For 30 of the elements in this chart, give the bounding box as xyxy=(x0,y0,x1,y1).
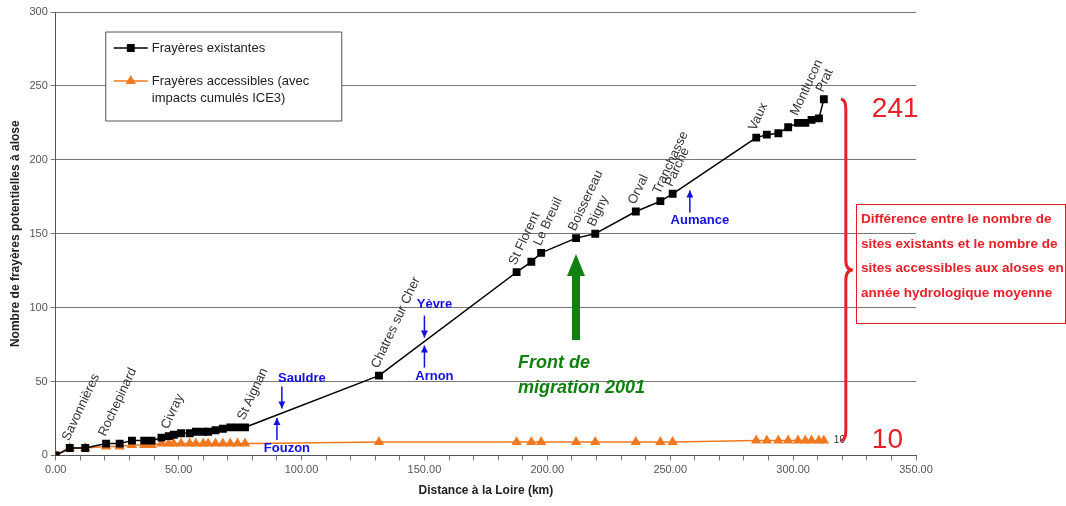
annotation: Arnon xyxy=(415,367,454,383)
y-tick-label: 100 xyxy=(29,300,48,313)
y-tick-label: 0 xyxy=(41,448,48,461)
annotation: Fouzon xyxy=(263,440,311,456)
x-tick-label: 350.00 xyxy=(899,463,933,476)
data-label: Orval xyxy=(624,171,651,207)
annotation: Front de migration 2001 xyxy=(518,351,647,399)
y-tick-label: 200 xyxy=(29,152,48,165)
x-tick-label: 300.00 xyxy=(776,463,810,476)
x-tick-label: 200.00 xyxy=(530,463,565,476)
annotation: 10 xyxy=(871,423,903,455)
y-tick-label: 50 xyxy=(35,374,48,387)
data-label: Vaux xyxy=(744,99,771,133)
y-tick-label: 250 xyxy=(29,78,48,91)
annotation: Différence entre le nombre de sites existants et le nombre de sites accessibles aux aloses en année hydrologique moyenne xyxy=(856,204,1066,324)
x-tick-label: 0.00 xyxy=(45,463,67,476)
annotation: Sauldre xyxy=(278,369,326,385)
annotation: Aumance xyxy=(670,212,730,228)
y-tick-label: 150 xyxy=(29,226,48,239)
legend-label: Frayères existantes xyxy=(151,39,266,55)
x-axis-title: Distance à la Loire (km) xyxy=(418,483,554,498)
annotation: 241 xyxy=(871,91,919,123)
x-tick-label: 150.00 xyxy=(407,463,442,476)
x-tick-label: 100.00 xyxy=(284,463,319,476)
x-tick-label: 50.00 xyxy=(164,463,193,476)
x-tick-label: 250.00 xyxy=(653,463,688,476)
legend-label: Frayères accessibles (avec impacts cumulés ICE3) xyxy=(151,72,310,105)
y-axis-title: Nombre de frayères potentielles à alose xyxy=(7,120,22,348)
y-tick-label: 300 xyxy=(29,5,48,18)
annotation: Yèvre xyxy=(416,295,453,311)
